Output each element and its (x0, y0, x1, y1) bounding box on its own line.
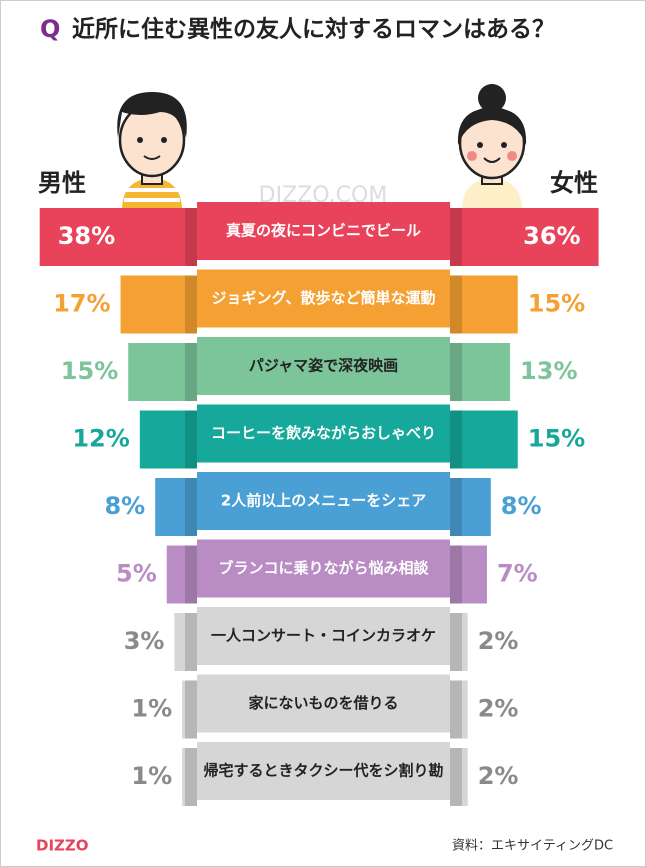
fold-shadow (450, 680, 462, 739)
fold-shadow (185, 343, 197, 401)
category-box (197, 269, 450, 328)
bar-female (450, 680, 468, 739)
category-box (197, 742, 450, 800)
category-label: ジョギング、散歩など簡単な運動 (212, 289, 436, 307)
category-label: コーヒーを飲みながらおしゃべり (211, 424, 436, 442)
value-label-female: 2% (478, 762, 519, 790)
value-label-female: 7% (497, 560, 538, 588)
bar-female (450, 410, 518, 469)
value-label-male: 3% (124, 627, 165, 655)
category-box (197, 337, 450, 395)
value-label-male: 5% (116, 560, 157, 588)
bar-female (450, 613, 468, 671)
bar-female (450, 748, 468, 806)
fold-shadow (450, 478, 462, 536)
value-label-female: 15% (528, 290, 585, 318)
category-label: 一人コンサート・コインカラオケ (211, 627, 436, 645)
category-box (197, 404, 450, 463)
bar-male (120, 275, 197, 334)
bar-male (174, 613, 197, 671)
logo: DIZZO (36, 837, 89, 855)
question-mark: Q (40, 15, 60, 43)
bar-male (182, 680, 197, 739)
value-label-male: 17% (53, 290, 110, 318)
value-label-female: 2% (478, 695, 519, 723)
bar-male (139, 410, 197, 469)
value-label-male: 1% (131, 695, 172, 723)
bar-male (128, 343, 197, 401)
fold-shadow (450, 275, 462, 334)
fold-shadow (185, 545, 197, 604)
value-label-female: 8% (501, 492, 542, 520)
bar-female (450, 478, 491, 536)
right-label: 女性 (550, 169, 598, 197)
value-label-female: 13% (520, 357, 577, 385)
bar-female (450, 545, 487, 604)
category-box (197, 539, 450, 598)
fold-shadow (450, 748, 462, 806)
value-label-female: 2% (478, 627, 519, 655)
value-label-female: 36% (523, 222, 580, 250)
bar-male (166, 545, 197, 604)
fold-shadow (450, 410, 462, 469)
category-box (197, 607, 450, 665)
fold-shadow (450, 545, 462, 604)
fold-shadow (450, 613, 462, 671)
fold-shadow (185, 613, 197, 671)
value-label-male: 8% (104, 492, 145, 520)
fold-shadow (185, 748, 197, 806)
category-label: 家にないものを借りる (248, 694, 398, 712)
bar-female (450, 343, 511, 401)
category-label: パジャマ姿で深夜映画 (249, 357, 398, 375)
category-box (197, 472, 450, 530)
category-label: 帰宅するときタクシー代をシ割り勘 (203, 762, 443, 780)
category-box (197, 202, 450, 260)
value-label-male: 38% (58, 222, 115, 250)
fold-shadow (185, 208, 197, 266)
value-label-male: 15% (61, 357, 118, 385)
female-illustration (457, 84, 527, 210)
bar-female (450, 208, 599, 266)
bar-male (39, 208, 198, 266)
male-illustration (117, 92, 187, 210)
category-box (197, 674, 450, 733)
fold-shadow (185, 410, 197, 469)
fold-shadow (185, 478, 197, 536)
bar-male (182, 748, 197, 806)
source: 資料：エキサイティングDC (452, 839, 613, 854)
value-label-male: 1% (131, 762, 172, 790)
bar-female (450, 275, 518, 334)
fold-shadow (185, 275, 197, 334)
fold-shadow (450, 208, 462, 266)
category-label: 2人前以上のメニューをシェア (221, 492, 426, 510)
value-label-female: 15% (528, 425, 585, 453)
chart-title: 近所に住む異性の友人に対するロマンはある？ (72, 16, 555, 43)
fold-shadow (185, 680, 197, 739)
bar-male (155, 478, 197, 536)
value-label-male: 12% (72, 425, 129, 453)
left-label: 男性 (38, 169, 86, 197)
fold-shadow (450, 343, 462, 401)
category-label: ブランコに乗りながら悩み相談 (218, 559, 429, 577)
category-label: 真夏の夜にコンビニでビール (226, 222, 421, 240)
